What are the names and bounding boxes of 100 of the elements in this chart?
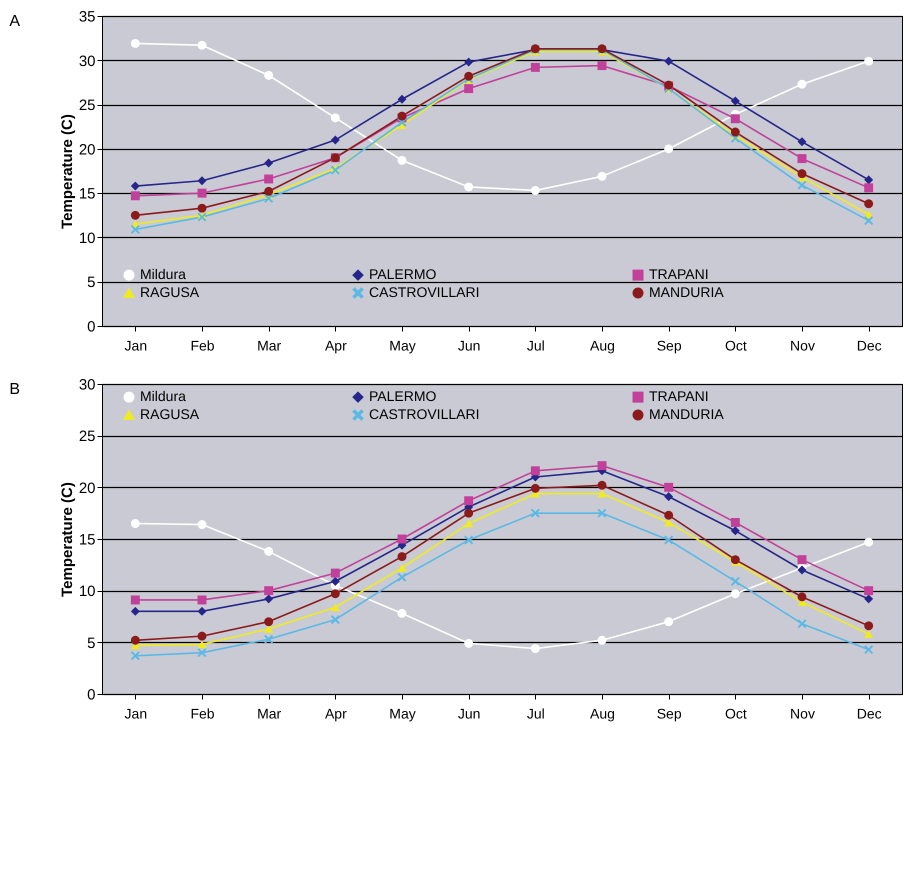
point	[130, 191, 140, 200]
point	[730, 518, 740, 527]
point	[198, 40, 206, 50]
legend-label: Mildura	[140, 266, 186, 282]
chart-title: A	[9, 13, 20, 30]
point	[664, 144, 674, 154]
point	[664, 56, 674, 66]
x-tick-label: Jan	[124, 338, 148, 354]
x-tick-label: May	[389, 706, 416, 722]
point	[864, 621, 874, 630]
point	[598, 480, 606, 490]
point	[130, 519, 140, 528]
point	[464, 182, 474, 192]
x-tick-label: Feb	[190, 706, 215, 722]
point	[864, 594, 874, 604]
point	[464, 508, 474, 518]
point	[330, 568, 340, 578]
point	[264, 186, 274, 196]
point	[730, 128, 740, 136]
point	[664, 518, 674, 526]
legend-label: MANDURIA	[649, 284, 724, 300]
point	[798, 137, 806, 146]
point	[198, 632, 206, 641]
point	[664, 492, 674, 502]
point	[664, 617, 674, 626]
point	[398, 94, 406, 104]
point	[198, 212, 206, 222]
point	[864, 216, 874, 226]
point	[464, 496, 474, 506]
point	[464, 638, 474, 648]
x-tick-label: Jan	[124, 706, 148, 722]
point	[798, 169, 806, 178]
y-axis-title: Temperature (C)	[58, 482, 76, 597]
point	[330, 113, 340, 122]
point	[198, 595, 206, 604]
point	[264, 586, 274, 596]
point	[730, 576, 740, 586]
x-tick-label: Dec	[856, 706, 882, 722]
point	[398, 552, 406, 562]
point	[398, 534, 406, 544]
point	[398, 572, 406, 582]
legend-label: Mildura	[140, 388, 186, 404]
x-tick-label: Jul	[526, 706, 545, 722]
point	[798, 592, 806, 602]
point	[464, 84, 474, 94]
legend-label: CASTROVILLARI	[369, 284, 480, 300]
point	[130, 636, 140, 645]
point	[330, 166, 340, 175]
y-tick-label: 10	[78, 230, 96, 247]
point	[130, 224, 140, 234]
point	[530, 644, 540, 653]
y-tick-label: 35	[78, 8, 96, 26]
point	[198, 640, 206, 648]
point	[464, 72, 474, 81]
x-tick-label: Nov	[790, 338, 815, 354]
x-tick-label: Jul	[526, 338, 545, 354]
legend-label: RAGUSA	[140, 284, 200, 300]
x-tick-label: Jun	[458, 706, 480, 722]
point	[530, 62, 540, 72]
legend-label: RAGUSA	[140, 406, 200, 422]
point	[198, 176, 206, 186]
point	[530, 484, 540, 493]
point	[864, 538, 874, 547]
legend-label: PALERMO	[369, 266, 437, 282]
point	[598, 461, 606, 470]
point	[598, 508, 606, 518]
x-tick-label: Sep	[656, 338, 682, 354]
point	[798, 566, 806, 574]
point	[664, 482, 674, 492]
point	[730, 589, 740, 598]
point	[598, 636, 606, 645]
legend-label: TRAPANI	[649, 388, 709, 404]
point	[464, 58, 474, 67]
x-tick-label: May	[389, 338, 416, 354]
point	[198, 606, 206, 616]
point	[264, 617, 274, 626]
point	[198, 204, 206, 213]
point	[330, 576, 340, 586]
x-tick-label: Feb	[190, 338, 215, 354]
legend-label: CASTROVILLARI	[369, 406, 480, 422]
y-tick-label: 25	[78, 428, 96, 446]
point	[264, 194, 274, 203]
point	[864, 56, 874, 66]
x-tick-label: Dec	[856, 338, 882, 354]
y-tick-label: 15	[78, 532, 96, 548]
point	[864, 586, 874, 596]
x-tick-label: Apr	[324, 338, 348, 354]
y-tick-label: 5	[87, 634, 96, 652]
point	[330, 136, 340, 144]
x-tick-label: Apr	[324, 706, 348, 722]
point	[598, 61, 606, 70]
point	[198, 520, 206, 529]
legend-label: PALERMO	[369, 388, 437, 404]
y-tick-label: 25	[78, 97, 96, 114]
y-tick-label: 30	[78, 376, 96, 394]
point	[664, 510, 674, 520]
x-tick-label: Aug	[590, 338, 615, 354]
point	[130, 595, 140, 604]
point	[730, 96, 740, 106]
point	[130, 651, 140, 660]
